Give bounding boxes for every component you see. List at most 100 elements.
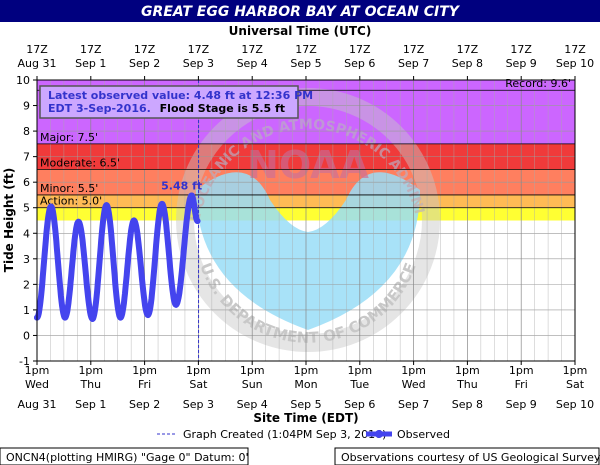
top-x-tick-hour-label: 17Z <box>188 43 210 56</box>
x-tick-time-label: 1pm <box>294 364 319 377</box>
x-tick-time-label: 1pm <box>132 364 157 377</box>
flood-category-label: Action: 5.0' <box>40 195 102 208</box>
station-info: ONCN4(plotting HMIRG) "Gage 0" Datum: 0' <box>6 451 249 464</box>
x-tick-time-label: 1pm <box>347 364 372 377</box>
y-tick-label: 1 <box>23 304 30 317</box>
x-tick-time-label: 1pm <box>78 364 103 377</box>
top-x-tick-date-label: Sep 8 <box>452 57 483 70</box>
observed-point <box>117 314 124 321</box>
flood-category-label: Record: 9.6' <box>505 77 571 90</box>
x-tick-day-label: Wed <box>25 378 49 391</box>
observed-point <box>75 218 82 225</box>
y-tick-label: 5 <box>23 202 30 215</box>
top-x-tick-hour-label: 17Z <box>26 43 48 56</box>
observed-point <box>194 218 201 225</box>
x-tick-time-label: 1pm <box>509 364 534 377</box>
top-x-tick-date-label: Sep 1 <box>75 57 106 70</box>
x-tick-day-label: Sat <box>566 378 585 391</box>
x-tick-date-label: Sep 7 <box>398 398 429 411</box>
latest-value-text: Latest observed value: 4.48 ft at 12:36 … <box>48 89 313 102</box>
flood-category-label: Minor: 5.5' <box>40 182 98 195</box>
flood-category-label: Moderate: 6.5' <box>40 156 120 169</box>
top-x-tick-hour-label: 17Z <box>241 43 263 56</box>
x-tick-day-label: Thu <box>456 378 478 391</box>
x-tick-day-label: Mon <box>294 378 317 391</box>
observed-point <box>144 312 151 319</box>
observed-point <box>172 301 179 308</box>
y-tick-label: 7 <box>23 151 30 164</box>
observed-point <box>158 200 165 207</box>
x-tick-day-label: Thu <box>79 378 101 391</box>
flood-stage-value: Flood Stage is 5.5 ft <box>160 102 285 115</box>
credit-box <box>334 447 600 465</box>
top-axis-title: Universal Time (UTC) <box>229 24 372 38</box>
top-x-tick-hour-label: 17Z <box>564 43 586 56</box>
y-axis-title: Tide Height (ft) <box>2 168 16 272</box>
y-tick-label: 6 <box>23 176 30 189</box>
top-x-tick-date-label: Sep 3 <box>183 57 214 70</box>
observed-point <box>62 314 69 321</box>
top-x-tick-hour-label: 17Z <box>510 43 532 56</box>
y-tick-label: 10 <box>16 74 30 87</box>
credit-text: Observations courtesy of US Geological S… <box>341 451 600 464</box>
legend-observed-label: Observed <box>397 428 450 441</box>
x-tick-time-label: 1pm <box>186 364 211 377</box>
x-tick-time-label: 1pm <box>455 364 480 377</box>
top-x-tick-date-label: Sep 2 <box>129 57 160 70</box>
y-axis: -1 0 1 2 3 4 5 6 7 8 9 10 <box>16 74 37 368</box>
latest-observation-box: Latest observed value: 4.48 ft at 12:36 … <box>39 85 313 119</box>
peak-value-label: 5.48 ft <box>161 179 202 192</box>
y-tick-label: 9 <box>23 100 30 113</box>
x-tick-date-label: Sep 6 <box>344 398 375 411</box>
top-x-tick-date-label: Sep 4 <box>237 57 268 70</box>
y-tick-label: 4 <box>23 227 30 240</box>
x-tick-date-label: Sep 4 <box>237 398 268 411</box>
title-bar <box>0 0 600 22</box>
x-axis-title: Site Time (EDT) <box>253 411 358 425</box>
latest-date-text: EDT 3-Sep-2016. <box>48 102 151 115</box>
y-tick-label: 0 <box>23 329 30 342</box>
flood-category-label: Major: 7.5' <box>40 131 98 144</box>
observed-point <box>48 203 55 210</box>
observed-point <box>130 217 137 224</box>
x-tick-date-label: Sep 5 <box>290 398 321 411</box>
top-x-tick-hour-label: 17Z <box>403 43 425 56</box>
station-info-box <box>0 447 249 465</box>
x-tick-time-label: 1pm <box>563 364 588 377</box>
x-tick-date-label: Sep 9 <box>506 398 537 411</box>
x-tick-date-label: Aug 31 <box>18 398 57 411</box>
x-tick-day-label: Wed <box>402 378 426 391</box>
top-x-tick-hour-label: 17Z <box>134 43 156 56</box>
legend-observed-marker <box>375 430 383 438</box>
plot-border <box>36 79 576 362</box>
observed-series <box>34 192 201 322</box>
x-tick-day-label: Sat <box>189 378 208 391</box>
chart-title: GREAT EGG HARBOR BAY AT OCEAN CITY <box>141 4 461 20</box>
legend-created-label: Graph Created (1:04PM Sep 3, 2016) <box>183 428 386 441</box>
top-x-tick-date-label: Sep 7 <box>398 57 429 70</box>
observed-point <box>188 192 195 199</box>
x-tick-day-label: Fri <box>515 378 528 391</box>
observed-point <box>103 202 110 209</box>
observed-point <box>89 315 96 322</box>
flood-stage-text: EDT 3-Sep-2016. Flood Stage is 5.5 ft <box>48 102 285 115</box>
legend: Graph Created (1:04PM Sep 3, 2016) Obser… <box>157 428 450 441</box>
top-x-tick-hour-label: 17Z <box>349 43 371 56</box>
x-tick-day-label: Tue <box>349 378 369 391</box>
x-tick-date-label: Sep 3 <box>183 398 214 411</box>
y-tick-label: -1 <box>19 355 30 368</box>
y-tick-label: 2 <box>23 278 30 291</box>
top-x-tick-hour-label: 17Z <box>457 43 479 56</box>
x-tick-day-label: Sun <box>242 378 263 391</box>
top-x-tick-date-label: Sep 9 <box>506 57 537 70</box>
y-tick-label: 3 <box>23 253 30 266</box>
top-x-tick-date-label: Sep 6 <box>344 57 375 70</box>
top-x-tick-hour-label: 17Z <box>80 43 102 56</box>
x-tick-date-label: Sep 10 <box>556 398 594 411</box>
x-tick-date-label: Sep 8 <box>452 398 483 411</box>
x-tick-time-label: 1pm <box>25 364 50 377</box>
top-x-tick-hour-label: 17Z <box>295 43 317 56</box>
